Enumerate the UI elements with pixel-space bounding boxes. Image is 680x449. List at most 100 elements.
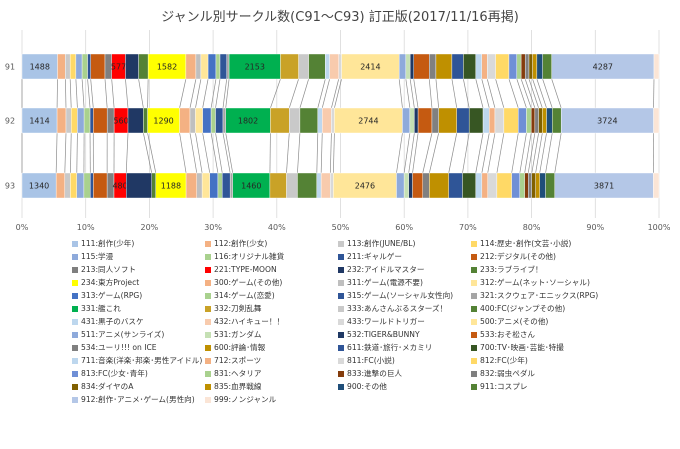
bar-segment [521,54,525,79]
bar-segment [540,173,546,198]
bar-segment [58,54,66,79]
data-label: 3724 [597,117,617,126]
bar-segment [84,108,90,133]
data-label: 2153 [245,63,265,72]
series-connector [525,79,535,108]
bar-segment [208,54,216,79]
series-connector [318,79,326,108]
series-connector [497,133,504,173]
bar-segment [526,108,531,133]
bar-segment [482,173,488,198]
series-connector [536,133,543,173]
bar-segment [70,54,76,79]
bar-segment [90,173,93,198]
bar-segment [93,108,107,133]
bar-segment [653,173,659,198]
bar-segment [482,54,487,79]
series-connector [203,133,210,173]
bar-segment [496,54,509,79]
series-connector [297,133,299,173]
bar-segment [56,173,65,198]
bar-segment [126,173,151,198]
series-connector [509,79,518,108]
bar-segment [487,54,495,79]
bar-segment [429,173,448,198]
series-connector [211,79,216,108]
series-connector [126,133,128,173]
bar-segment [222,173,230,198]
series-connector [65,133,66,173]
series-connector [286,133,289,173]
series-connector [190,133,197,173]
y-tick-label: 92 [5,117,15,126]
bar-segment [317,173,321,198]
bar-segment [409,173,413,198]
bar-segment [82,54,87,79]
x-tick-label: 50% [332,223,350,232]
bar-segment [93,173,107,198]
bar-segment [186,173,197,198]
series-connector [540,133,547,173]
bar-segment [227,54,229,79]
series-connector [404,133,410,173]
y-tick-label: 91 [5,63,15,72]
bar-segment [488,173,497,198]
bar-segment [297,173,316,198]
bar-segment [531,108,535,133]
bar-segment [195,108,202,133]
bar-segment [504,108,518,133]
bar-segment [71,108,77,133]
series-connector [331,79,338,108]
series-connector [537,79,547,108]
x-tick-label: 30% [204,223,222,232]
series-connector [317,133,318,173]
series-connector [406,79,410,108]
data-label: 1488 [30,63,50,72]
bar-segment [77,173,84,198]
series-connector [88,79,90,108]
bar-segment [220,54,227,79]
series-connector [139,79,144,108]
data-label: 1582 [157,63,177,72]
series-connector [333,133,334,173]
series-connector [180,79,186,108]
bar-segment [414,108,418,133]
series-connector [414,79,418,108]
bar-segment [463,54,475,79]
bar-segment [125,54,138,79]
bar-segment [423,173,430,198]
bar-segment [429,54,436,79]
data-label: 1340 [29,182,49,191]
bar-segment [517,54,521,79]
bar-segment [528,173,532,198]
bar-segment [520,173,525,198]
bar-segment [91,54,105,79]
x-tick-label: 90% [586,223,604,232]
series-connector [521,79,531,108]
bar-segment [418,108,432,133]
bar-segment [525,173,529,198]
bar-segment [196,54,201,79]
series-connector [148,133,156,173]
x-tick-label: 20% [141,223,159,232]
bar-segment [489,108,495,133]
x-tick-label: 70% [459,223,477,232]
bar-segment [399,54,406,79]
bar-segment [77,108,84,133]
series-connector [476,133,483,173]
bar-segment [495,108,504,133]
bar-segment [318,108,322,133]
x-tick-label: 80% [523,223,541,232]
bar-segment [413,173,423,198]
series-connector [76,79,78,108]
series-connector [482,133,489,173]
series-connector [463,79,469,108]
series-connector [65,79,66,108]
bar-segment [457,108,469,133]
data-label: 1290 [153,117,173,126]
series-connector [330,133,331,173]
bar-segment [65,173,71,198]
bar-segment [432,108,439,133]
bar-segment [322,108,331,133]
